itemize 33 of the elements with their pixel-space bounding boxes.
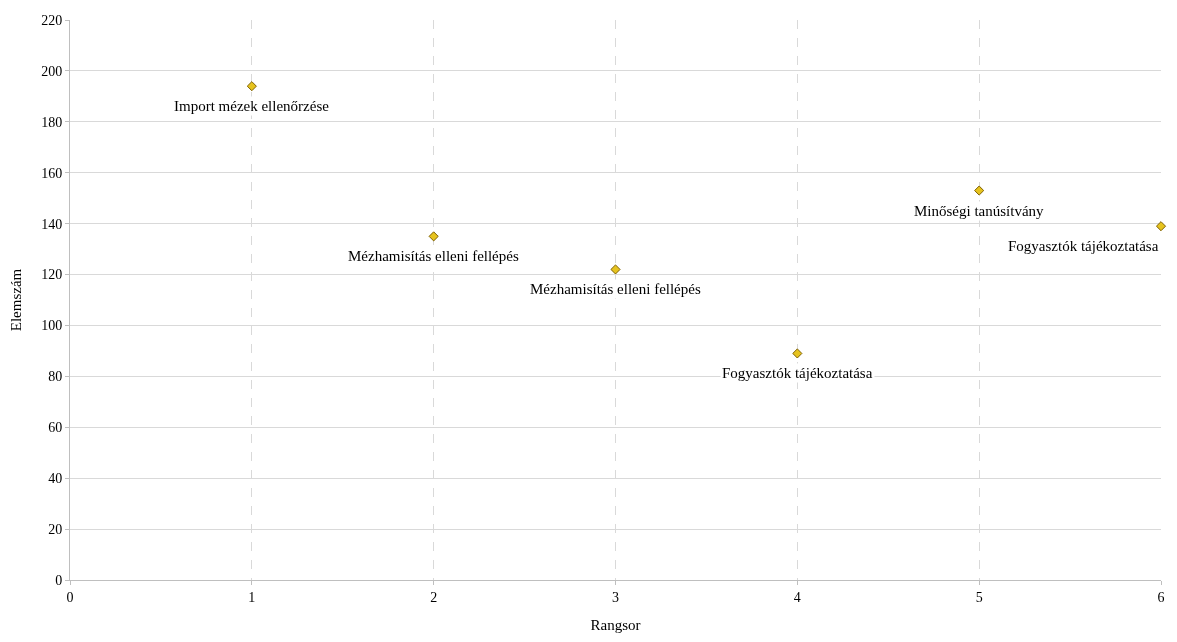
y-tick-label: 0 xyxy=(55,572,63,588)
y-tick-label: 20 xyxy=(48,521,63,537)
x-tick-label: 6 xyxy=(1157,589,1165,605)
y-axis-title: Elemszám xyxy=(8,268,25,332)
x-tick-label: 1 xyxy=(248,589,256,605)
y-tick-label: 40 xyxy=(48,471,63,487)
point xyxy=(1155,221,1167,232)
y-tick-label: 120 xyxy=(41,267,63,283)
x-tick-label: 2 xyxy=(430,589,438,605)
point xyxy=(610,264,621,275)
annotation: Mézhamisítás elleni fellépés xyxy=(348,248,519,264)
point xyxy=(792,348,803,359)
x-tick-label: 4 xyxy=(793,589,801,605)
y-tick-label: 180 xyxy=(41,114,63,130)
annotation: Mézhamisítás elleni fellépés xyxy=(530,281,701,297)
annotation: Minőségi tanúsítvány xyxy=(914,203,1045,219)
annotation: Fogyasztók tájékoztatása xyxy=(722,365,873,381)
point xyxy=(246,81,257,92)
y-tick-label: 140 xyxy=(41,216,63,232)
x-tick-label: 5 xyxy=(975,589,983,605)
x-axis-title: Rangsor xyxy=(590,616,641,633)
x-tick-label: 3 xyxy=(612,589,619,605)
y-tick-label: 200 xyxy=(41,63,63,79)
annotation: Import mézek ellenőrzése xyxy=(174,98,330,114)
annotation: Fogyasztók tájékoztatása xyxy=(1008,238,1159,254)
y-tick-label: 160 xyxy=(41,165,63,181)
point xyxy=(974,185,985,196)
y-tick-label: 60 xyxy=(48,420,63,436)
y-tick-label: 80 xyxy=(48,369,63,385)
x-tick-label: 0 xyxy=(66,589,74,605)
y-tick-label: 220 xyxy=(41,12,63,28)
point xyxy=(428,231,439,242)
y-tick-label: 100 xyxy=(41,318,63,334)
